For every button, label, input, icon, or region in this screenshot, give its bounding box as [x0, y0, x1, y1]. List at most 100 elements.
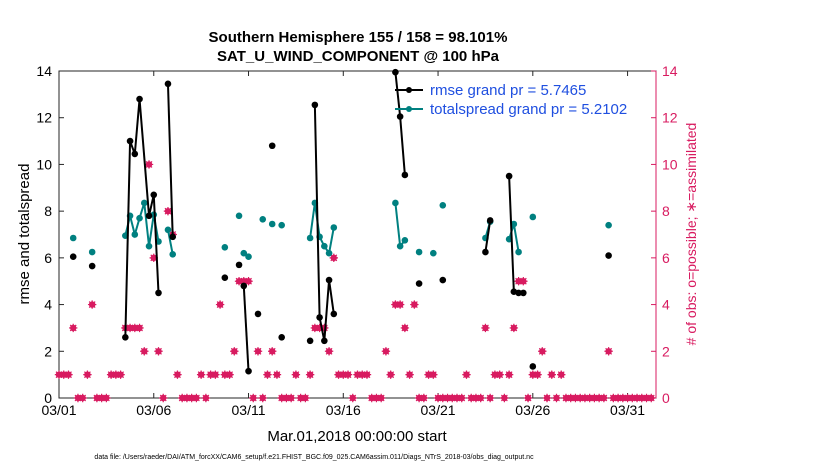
x-tick-label: 03/06: [136, 402, 171, 418]
rmse-point: [69, 253, 77, 260]
totalspread-point: [605, 221, 612, 229]
rmse-point: [515, 289, 522, 297]
obs-assimilated-marker: [339, 370, 348, 379]
obs-assimilated-marker: [585, 393, 594, 403]
x-tick-label: 03/21: [421, 402, 456, 418]
obs-assimilated-marker: [504, 370, 514, 379]
obs-assimilated-marker: [376, 393, 386, 403]
rmse-point: [169, 233, 177, 241]
obs-assimilated-marker: [362, 370, 372, 379]
obs-assimilated-marker: [154, 347, 163, 356]
obs-assimilated-marker: [54, 370, 64, 379]
rmse-point: [316, 314, 323, 321]
totalspread-point: [164, 226, 172, 234]
obs-assimilated-marker: [192, 393, 201, 403]
obs-assimilated-marker: [495, 370, 504, 379]
totalspread-point: [88, 248, 96, 256]
obs-assimilated-marker: [220, 370, 230, 379]
obs-assimilated-marker: [433, 393, 443, 403]
rmse-point: [221, 274, 229, 282]
rmse-point: [529, 363, 537, 370]
obs-assimilated-marker: [106, 370, 116, 379]
totalspread-point: [169, 251, 177, 258]
rmse-point: [122, 333, 129, 341]
obs-assimilated-marker: [215, 300, 225, 309]
obs-assimilated-marker: [83, 370, 92, 379]
obs-assimilated-marker: [547, 370, 556, 379]
rmse-line-segment: [166, 83, 174, 237]
obs-assimilated-marker: [523, 393, 533, 403]
chart-title-line2: SAT_U_WIND_COMPONENT @ 100 hPa: [217, 48, 500, 65]
obs-assimilated-marker: [301, 393, 310, 403]
rmse-point: [330, 310, 338, 318]
obs-assimilated-marker: [87, 300, 97, 309]
obs-assimilated-marker: [69, 323, 78, 333]
totalspread-point: [510, 220, 518, 228]
obs-assimilated-marker: [599, 393, 609, 403]
totalspread-point: [131, 231, 139, 238]
legend-rmse-label: rmse grand pr = 5.7465: [430, 82, 586, 99]
obs-assimilated-marker: [471, 393, 481, 403]
obs-assimilated-marker: [372, 393, 381, 403]
obs-assimilated-marker: [140, 347, 149, 356]
rmse-point: [164, 80, 172, 88]
obs-assimilated-marker: [239, 277, 248, 286]
rmse-point: [155, 289, 162, 297]
obs-assimilated-marker: [485, 393, 495, 403]
rmse-point: [605, 252, 612, 259]
obs-assimilated-marker: [230, 347, 239, 356]
totalspread-line-segment: [309, 202, 335, 256]
obs-assimilated-marker: [613, 393, 623, 403]
x-tick-label: 03/01: [41, 402, 76, 418]
rmse-point: [235, 261, 243, 269]
obs-assimilated-marker: [263, 370, 272, 379]
obs-assimilated-marker: [244, 277, 253, 286]
obs-assimilated-marker: [234, 277, 244, 286]
left-y-tick-label: 10: [36, 156, 52, 172]
obs-assimilated-marker: [538, 347, 547, 356]
totalspread-point: [325, 249, 333, 257]
obs-assimilated-marker: [410, 300, 419, 309]
obs-assimilated-marker: [623, 393, 632, 403]
obs-assimilated-marker: [64, 370, 73, 379]
totalspread-point: [415, 248, 423, 256]
x-tick-label: 03/16: [326, 402, 361, 418]
obs-assimilated-marker: [571, 393, 580, 403]
obs-assimilated-marker: [258, 393, 267, 403]
totalspread-point: [268, 220, 276, 228]
obs-assimilated-marker: [448, 393, 457, 403]
rmse-point: [278, 333, 285, 341]
rmse-point: [505, 172, 513, 180]
obs-assimilated-marker: [414, 393, 424, 403]
obs-assimilated-marker: [187, 393, 196, 403]
left-y-tick-label: 14: [36, 63, 52, 79]
obs-assimilated-marker: [438, 393, 447, 403]
totalspread-point: [235, 212, 243, 220]
x-tick-label: 03/11: [232, 402, 266, 418]
totalspread-point: [306, 234, 314, 242]
right-y-tick-label: 0: [662, 390, 670, 406]
obs-assimilated-marker: [348, 393, 357, 403]
obs-assimilated-marker: [201, 393, 211, 403]
obs-assimilated-marker: [343, 370, 353, 379]
obs-assimilated-marker: [552, 393, 561, 403]
obs-assimilated-marker: [391, 300, 400, 309]
obs-assimilated-marker: [647, 393, 656, 403]
totalspread-point: [430, 249, 437, 257]
obs-assimilated-marker: [381, 347, 391, 356]
rmse-point: [482, 248, 489, 256]
obs-assimilated-marker: [353, 370, 362, 379]
obs-assimilated-marker: [177, 393, 187, 403]
legend-totalspread-marker: [406, 106, 412, 112]
obs-assimilated-marker: [405, 370, 414, 379]
right-y-tick-label: 2: [662, 343, 670, 359]
right-y-tick-label: 10: [662, 156, 678, 172]
totalspread-line-segment: [166, 229, 174, 255]
obs-assimilated-marker: [182, 393, 192, 403]
rmse-point: [396, 113, 404, 120]
obs-assimilated-marker: [125, 323, 135, 333]
obs-assimilated-marker: [509, 323, 519, 333]
obs-assimilated-marker: [291, 370, 301, 379]
obs-assimilated-marker: [310, 323, 320, 333]
